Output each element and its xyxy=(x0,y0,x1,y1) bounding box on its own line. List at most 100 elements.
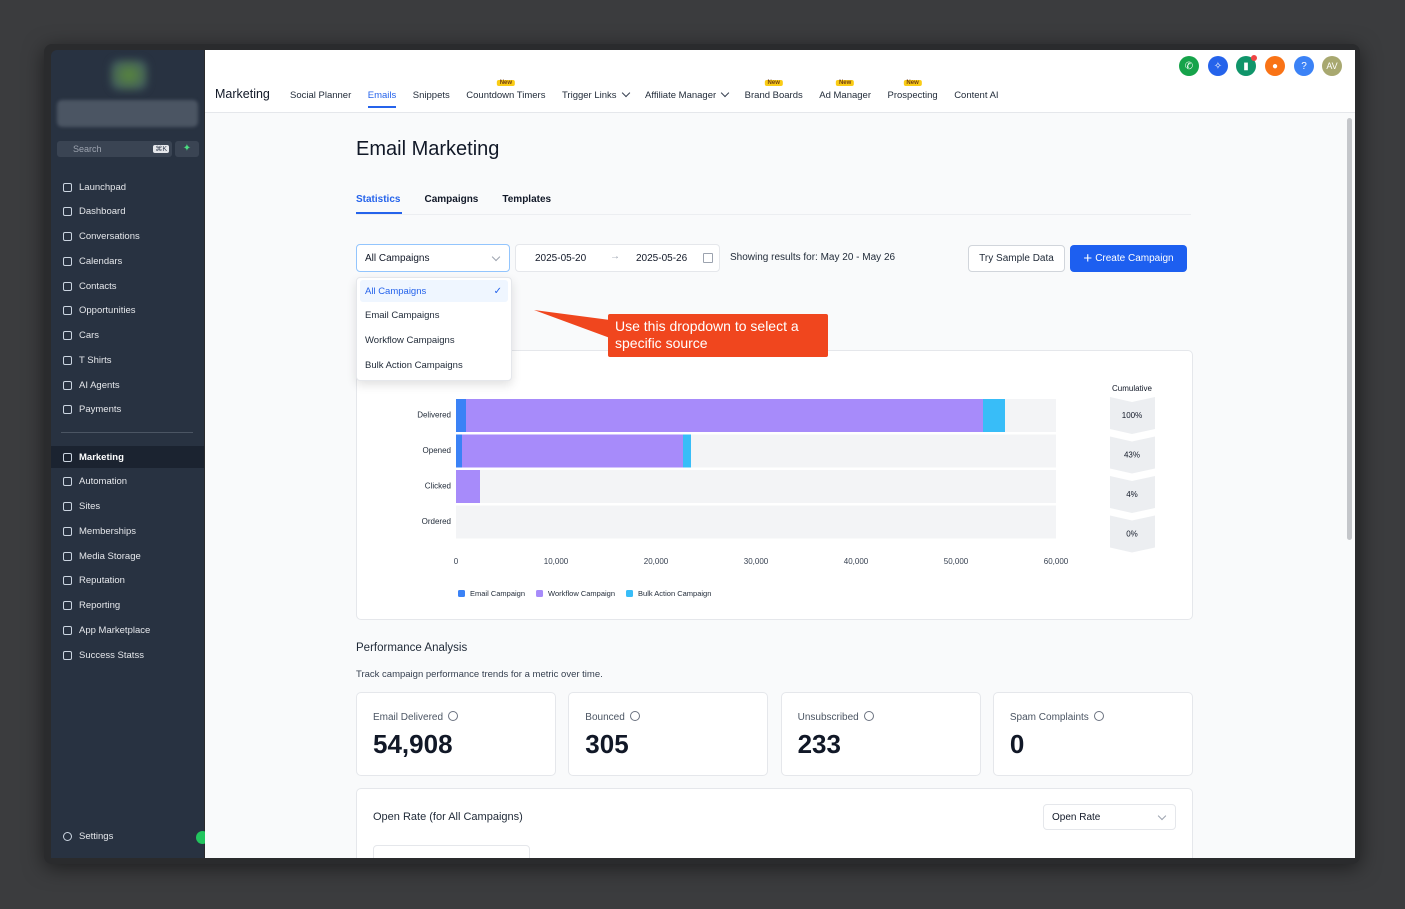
item-label: Cars xyxy=(79,330,100,341)
account-switcher[interactable] xyxy=(57,100,198,127)
item-icon xyxy=(63,405,72,415)
sidebar-item[interactable]: Reporting xyxy=(51,595,204,617)
item-icon xyxy=(63,576,72,586)
page-tab[interactable]: Campaigns xyxy=(424,194,479,205)
callout-pointer xyxy=(534,310,610,338)
nav-tab[interactable]: Content AI xyxy=(954,90,998,101)
track xyxy=(456,505,1056,539)
item-icon xyxy=(63,256,72,266)
sidebar-item[interactable]: Memberships xyxy=(51,520,204,542)
item-label: Success Statss xyxy=(79,649,144,661)
item-icon xyxy=(63,502,72,511)
item-icon xyxy=(63,551,72,561)
tab-label: Trigger Links xyxy=(561,90,617,101)
page-tab[interactable]: Templates xyxy=(502,194,552,205)
nav-tab[interactable]: Social Planner xyxy=(290,90,351,101)
nav-tab[interactable]: Countdown Timers New xyxy=(466,80,545,101)
item-label: Launchpad xyxy=(79,181,127,193)
menu-option[interactable]: Bulk Action Campaigns xyxy=(360,354,508,376)
notification-dot xyxy=(1251,55,1257,61)
menu-option[interactable]: Email Campaigns xyxy=(360,305,508,327)
bell-icon[interactable]: ● xyxy=(1265,56,1285,76)
sidebar-item[interactable]: Cars xyxy=(51,325,204,347)
sidebar-item[interactable]: Reputation xyxy=(51,570,204,592)
tab-label: Affiliate Manager xyxy=(645,90,717,101)
page-tab[interactable]: Statistics xyxy=(356,194,401,205)
select-chevron xyxy=(491,252,501,262)
date-range[interactable]: 2025-05-20 → 2025-05-26 xyxy=(515,244,720,272)
item-icon xyxy=(63,452,72,462)
stat-label: Spam Complaints xyxy=(1010,711,1104,723)
sidebar-item[interactable]: Sites xyxy=(51,496,204,518)
bar-segment xyxy=(466,399,983,432)
nav-tab[interactable]: Snippets xyxy=(413,90,450,101)
sidebar-item[interactable]: Payments xyxy=(51,399,204,421)
bar-segment xyxy=(683,434,691,468)
sidebar-item[interactable]: AI Agents xyxy=(51,374,204,396)
category-label: Clicked xyxy=(425,482,451,491)
search-placeholder: Search xyxy=(73,144,102,154)
help-icon[interactable]: ? xyxy=(1294,56,1314,76)
x-tick-label: 20,000 xyxy=(644,557,669,566)
sidebar-item[interactable]: Media Storage xyxy=(51,545,204,567)
item-label: Payments xyxy=(79,404,122,416)
sample-button[interactable]: Try Sample Data xyxy=(968,245,1065,272)
option-label: Bulk Action Campaigns xyxy=(365,359,463,371)
new-badge: New xyxy=(496,80,516,86)
item-label: Reporting xyxy=(79,600,121,611)
settings[interactable]: Settings xyxy=(51,825,204,847)
end-date: 2025-05-26 xyxy=(636,253,688,264)
search-box[interactable]: Search ⌘K xyxy=(57,141,172,157)
stat-value: 233 xyxy=(797,729,841,759)
campaign-select[interactable]: All Campaigns xyxy=(356,244,510,272)
top-nav: Marketing Social Planner Emails Snippets Co… xyxy=(205,50,1355,113)
nav-tab[interactable]: Brand Boards New xyxy=(745,80,803,101)
sidebar-item[interactable]: Calendars xyxy=(51,250,204,272)
stat-name: Spam Complaints xyxy=(1009,712,1089,723)
tab-underline xyxy=(356,212,403,214)
nav-tab[interactable]: Emails xyxy=(367,90,396,108)
sidebar-item[interactable]: Marketing xyxy=(51,446,204,468)
sidebar-item[interactable]: Dashboard xyxy=(51,201,204,223)
metric-select[interactable]: Open Rate xyxy=(1043,804,1176,830)
item-label: Sites xyxy=(79,501,101,512)
create-button[interactable]: + Create Campaign xyxy=(1070,245,1187,272)
ai-button[interactable]: ✦ xyxy=(175,141,199,157)
nav-tab[interactable]: Ad Manager New xyxy=(819,80,871,101)
announce-icon[interactable]: ▮ xyxy=(1236,56,1256,76)
sidebar-item[interactable]: Opportunities xyxy=(51,300,204,322)
item-icon xyxy=(63,355,72,365)
menu-option[interactable]: All Campaigns ✓ xyxy=(360,280,508,302)
sidebar-item[interactable]: T Shirts xyxy=(51,349,204,371)
phone-icon[interactable]: ✆ xyxy=(1179,56,1199,76)
cumulative-step xyxy=(1110,476,1155,513)
legend-swatch xyxy=(458,590,465,597)
new-badge: New xyxy=(903,80,922,86)
divider xyxy=(61,432,193,433)
arrow: → xyxy=(610,251,620,262)
stat-card: Spam Complaints 0 xyxy=(992,692,1193,776)
nav-tab[interactable]: Trigger Links xyxy=(561,88,630,101)
nav-tab[interactable]: Prospecting New xyxy=(888,80,938,101)
legend-swatch xyxy=(536,590,544,597)
create-label: Create Campaign xyxy=(1095,253,1174,264)
cumulative-step xyxy=(1110,515,1155,553)
sidebar-item[interactable]: Conversations xyxy=(51,226,204,248)
item-label: AI Agents xyxy=(79,379,120,391)
cumulative-step xyxy=(1110,436,1155,474)
campaign-menu: All Campaigns ✓ Email Campaigns Workflow Ca… xyxy=(356,277,512,381)
sidebar-item[interactable]: App Marketplace xyxy=(51,619,204,641)
menu-option[interactable]: Workflow Campaigns xyxy=(360,329,508,351)
x-tick-label: 10,000 xyxy=(544,557,569,566)
category-label: Delivered xyxy=(417,411,451,420)
sidebar-item[interactable]: Success Statss xyxy=(51,644,204,666)
calendar-icon xyxy=(703,253,713,263)
item-label: Memberships xyxy=(79,525,137,537)
sidebar-item[interactable]: Contacts xyxy=(51,275,204,297)
ai-icon[interactable]: ✧ xyxy=(1208,56,1228,76)
nav-tab[interactable]: Affiliate Manager xyxy=(645,88,730,101)
avatar[interactable]: AV xyxy=(1322,56,1342,76)
sidebar-item[interactable]: Automation xyxy=(51,471,204,493)
sidebar-item[interactable]: Launchpad xyxy=(51,176,204,198)
search-shortcut: ⌘K xyxy=(153,145,169,153)
